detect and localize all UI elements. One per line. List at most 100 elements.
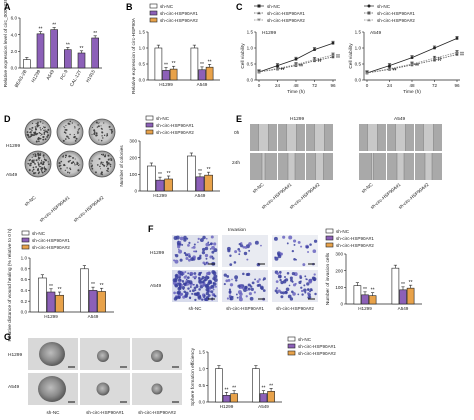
invasion-cell xyxy=(229,283,234,287)
legend-b-label-1: sh-NC xyxy=(160,4,174,9)
colony-dot xyxy=(93,132,96,135)
invasion-cell xyxy=(283,275,287,279)
invasion-cells xyxy=(172,235,318,302)
chart-C1: 0.0 0.5 1.0 1.5 Cell viability 0 24 48 72 96 Time … xyxy=(240,30,340,95)
invasion-cell xyxy=(174,276,179,280)
colony-dot xyxy=(106,160,108,163)
invasion-cell xyxy=(226,275,230,278)
colony-dot xyxy=(97,125,100,128)
colony-dot xyxy=(35,122,37,125)
invasion-cell xyxy=(250,287,254,292)
y-tick-label-F: 100 xyxy=(335,285,343,290)
y-tick-label-D: 0 xyxy=(134,189,137,194)
sig-mark-C1: ** xyxy=(281,67,285,73)
y-tick-label-A: 6.0 xyxy=(11,16,18,21)
bar-D-1-0 xyxy=(187,155,196,192)
invasion-cell xyxy=(209,248,212,250)
invasion-cell xyxy=(178,286,182,290)
bar-A-4 xyxy=(77,52,86,69)
panel-letter-e: E xyxy=(236,114,242,124)
colony-dot xyxy=(31,122,34,124)
colony-dot xyxy=(68,172,71,174)
y-axis-label-B: Relative expression of circ-HSP90A xyxy=(131,17,137,94)
bar-G-0-1 xyxy=(222,395,231,403)
colony-dot xyxy=(94,171,97,174)
invasion-cell xyxy=(236,296,239,299)
invasion-cell xyxy=(300,289,304,293)
y-tick-label-E: 0.8 xyxy=(21,266,28,271)
bar-D-1-2 xyxy=(204,174,213,192)
invasion-cell xyxy=(238,295,243,299)
invasion-cell xyxy=(213,294,215,296)
bar-A-5 xyxy=(91,37,99,69)
colony-dot xyxy=(70,155,72,157)
x-tick-label-C1: 24 xyxy=(275,83,281,88)
invasion-cell xyxy=(201,298,204,301)
y-tick-label-D: 100 xyxy=(129,172,137,177)
sig-mark-B: ** xyxy=(208,59,212,65)
invasion-cell xyxy=(248,249,251,252)
legend-f-swatch-2 xyxy=(325,235,334,241)
bar-D-0-0 xyxy=(147,165,156,192)
legend-e-label-2: sh-circ-HSP90A#1 xyxy=(32,238,70,243)
colony-dot xyxy=(28,163,30,165)
invasion-cell xyxy=(183,275,187,279)
invasion-cell xyxy=(306,282,310,286)
invasion-cell xyxy=(292,283,297,287)
invasion-cell xyxy=(280,280,284,285)
invasion-cell xyxy=(314,292,317,296)
invasion-cell xyxy=(275,287,279,290)
bar-F-1-0 xyxy=(391,267,400,305)
colony-dot xyxy=(45,129,47,131)
invasion-cell xyxy=(181,279,185,283)
invasion-cell xyxy=(288,284,291,287)
colony-dot xyxy=(39,152,42,154)
chart-title-C2: A549 xyxy=(370,30,382,36)
colony-dot xyxy=(100,168,102,170)
colony-dot xyxy=(100,163,102,165)
chart-C2: 0.0 0.5 1.0 1.5 Cell viability 0 24 48 72 96 Time … xyxy=(348,30,464,95)
colony-dot xyxy=(43,158,46,161)
invasion-cell xyxy=(211,255,214,258)
y-tick-label-G: 1.0 xyxy=(199,366,206,371)
sphere-h1299-kd1 xyxy=(97,350,109,362)
legend-c-label-2a: sh-circ-HSP90A#1 xyxy=(267,11,305,16)
invasion-cell xyxy=(246,289,248,292)
invasion-cell xyxy=(245,273,249,277)
invasion-cell xyxy=(191,289,195,293)
y-tick-label-G: 1.5 xyxy=(199,350,206,355)
y-tick-label-C2: 1.0 xyxy=(355,46,362,51)
invasion-cell xyxy=(243,251,248,256)
colony-dot xyxy=(106,165,108,167)
invasion-cell xyxy=(186,276,190,280)
invasion-cell xyxy=(228,290,232,293)
colony-dot xyxy=(108,162,110,164)
bar-A-0 xyxy=(23,59,31,69)
invasion-cell xyxy=(205,257,208,260)
colony-dot xyxy=(27,162,29,165)
y-tick-label-F: 200 xyxy=(335,268,343,273)
invasion-cell xyxy=(234,275,239,280)
colony-col-label-1: sh-NC xyxy=(23,195,37,208)
sig-mark-G: ** xyxy=(262,386,266,392)
invasion-cell xyxy=(302,263,306,267)
y-tick-label-F: 300 xyxy=(335,252,343,257)
sig-mark-A: ** xyxy=(80,46,84,52)
colony-images: H1299 A549 sh-NC sh-circ-HSP90A#1 sh-cir… xyxy=(6,118,116,223)
invasion-cell xyxy=(193,286,197,290)
legend-c-marker-3 xyxy=(257,18,261,22)
colony-dot xyxy=(100,153,103,156)
sig-mark-E: ** xyxy=(100,283,104,289)
invasion-cell xyxy=(254,278,256,281)
sig-mark-C2: ** xyxy=(460,53,464,59)
invasion-cell xyxy=(312,249,317,254)
legend-c-marker-5 xyxy=(367,11,371,15)
invasion-cell xyxy=(197,241,199,244)
colony-dot xyxy=(73,136,76,139)
invasion-cell xyxy=(212,282,217,286)
colony-dot xyxy=(74,140,77,142)
y-axis-label-E: Relative distance of wound healing (% re… xyxy=(7,228,13,341)
bar-A-1 xyxy=(36,33,45,69)
invasion-cell xyxy=(187,258,191,262)
invasion-cell xyxy=(175,254,179,258)
